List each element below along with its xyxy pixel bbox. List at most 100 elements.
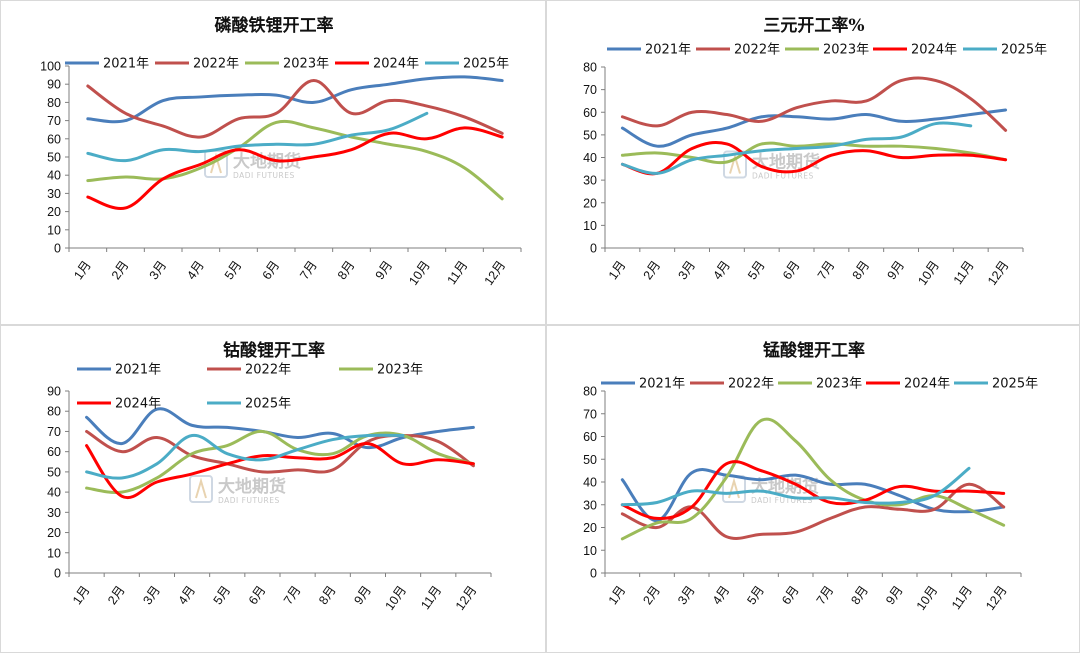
legend-label: 2025年 — [1001, 43, 1047, 58]
legend-label: 2022年 — [245, 363, 291, 378]
y-tick-label: 20 — [583, 521, 597, 535]
y-tick-label: 20 — [47, 205, 61, 219]
x-tick-label: 12月 — [985, 258, 1012, 288]
y-tick-label: 20 — [583, 196, 597, 210]
x-tick-label: 11月 — [951, 258, 977, 287]
watermark-sub: DADI FUTURES — [218, 496, 280, 505]
x-tick-label: 2月 — [105, 583, 128, 607]
series-line-2025 — [620, 466, 971, 507]
series-line-2022 — [86, 79, 504, 139]
y-tick-label: 50 — [47, 465, 61, 479]
chart-panel-lfp: 磷酸铁锂开工率 大地期货 DADI FUTURES 0 10 20 30 40 50 60 70… — [0, 0, 546, 325]
y-tick-label: 70 — [583, 83, 597, 97]
x-tick-label: 6月 — [779, 583, 802, 607]
series-line-2021 — [86, 75, 504, 124]
x-tick-label: 4月 — [184, 258, 207, 282]
legend-label: 2025年 — [245, 397, 291, 412]
series-line-2023 — [86, 119, 504, 201]
x-tick-label: 7月 — [281, 583, 304, 607]
legend-label: 2021年 — [645, 43, 691, 58]
series-line-2025 — [620, 121, 973, 175]
legend-label: 2025年 — [992, 377, 1038, 392]
chart-title: 三元开工率% — [763, 15, 864, 36]
x-tick-label: 4月 — [175, 583, 198, 607]
x-tick-label: 12月 — [983, 583, 1010, 613]
watermark-sub: DADI FUTURES — [233, 171, 295, 180]
legend-label: 2023年 — [377, 363, 423, 378]
x-tick-label: 2月 — [109, 258, 132, 282]
y-tick-label: 60 — [583, 106, 597, 120]
y-tick-label: 10 — [583, 219, 597, 233]
y-tick-label: 80 — [583, 385, 597, 399]
y-tick-label: 30 — [47, 187, 61, 201]
series-line-2023 — [620, 141, 1008, 165]
y-tick-label: 0 — [54, 567, 61, 581]
legend-label: 2024年 — [373, 57, 419, 72]
x-tick-label: 9月 — [883, 583, 906, 607]
y-tick-label: 30 — [47, 506, 61, 520]
x-tick-label: 6月 — [260, 258, 283, 282]
x-tick-label: 7月 — [814, 583, 837, 607]
x-tick-label: 10月 — [915, 258, 942, 288]
x-tick-label: 3月 — [140, 583, 163, 607]
watermark-logo-icon — [189, 475, 213, 503]
legend-label: 2021年 — [103, 57, 149, 72]
y-tick-label: 10 — [583, 544, 597, 558]
series-line-2024 — [86, 126, 504, 211]
x-tick-label: 8月 — [848, 583, 871, 607]
legend-label: 2025年 — [463, 57, 509, 72]
legend-label: 2021年 — [115, 363, 161, 378]
y-tick-label: 30 — [583, 498, 597, 512]
y-tick-label: 100 — [40, 60, 61, 74]
x-tick-label: 6月 — [780, 258, 803, 282]
chart-title: 磷酸铁锂开工率 — [215, 15, 334, 36]
legend-label: 2022年 — [728, 377, 774, 392]
y-tick-label: 90 — [47, 78, 61, 92]
series-line-2024 — [620, 141, 1008, 176]
x-tick-label: 7月 — [815, 258, 838, 282]
y-tick-label: 70 — [583, 407, 597, 421]
legend-label: 2024年 — [911, 43, 957, 58]
x-tick-label: 12月 — [482, 258, 509, 288]
y-tick-label: 50 — [583, 453, 597, 467]
x-tick-label: 8月 — [335, 258, 358, 282]
x-tick-label: 6月 — [246, 583, 269, 607]
x-tick-label: 1月 — [70, 583, 93, 607]
legend: 2021年 2022年 2023年 2024年 2025年 — [607, 43, 1047, 58]
legend-label: 2024年 — [115, 397, 161, 412]
legend-label: 2023年 — [823, 43, 869, 58]
y-tick-label: 10 — [47, 546, 61, 560]
legend: 2021年 2022年 2023年 2024年 2025年 — [77, 363, 423, 412]
y-tick-label: 50 — [583, 128, 597, 142]
x-tick-label: 2月 — [641, 258, 664, 282]
series-line-2022 — [620, 482, 1006, 540]
y-tick-label: 80 — [47, 96, 61, 110]
x-tick-label: 11月 — [949, 583, 975, 612]
x-tick-label: 5月 — [222, 258, 245, 282]
legend-label: 2021年 — [639, 377, 685, 392]
y-tick-label: 70 — [47, 114, 61, 128]
x-tick-label: 9月 — [351, 583, 374, 607]
x-tick-label: 5月 — [745, 258, 768, 282]
legend-label: 2023年 — [283, 57, 329, 72]
x-tick-label: 2月 — [640, 583, 663, 607]
y-tick-label: 40 — [583, 151, 597, 165]
legend-label: 2023年 — [816, 377, 862, 392]
y-tick-label: 60 — [47, 132, 61, 146]
x-tick-label: 11月 — [444, 258, 470, 287]
watermark-sub: DADI FUTURES — [751, 496, 813, 505]
y-tick-label: 0 — [590, 242, 597, 256]
chart-title: 钴酸锂开工率 — [223, 340, 325, 361]
series-line-2023 — [85, 429, 475, 494]
x-tick-label: 10月 — [406, 258, 433, 288]
series-line-2025 — [85, 433, 405, 480]
watermark-name: 大地期货 — [233, 151, 301, 172]
chart-panel-lmo: 锰酸锂开工率 大地期货 DADI FUTURES 0 10 20 30 40 50 60 70 8… — [546, 325, 1080, 653]
series-line-2022 — [620, 76, 1008, 132]
x-tick-label: 5月 — [744, 583, 767, 607]
y-tick-label: 20 — [47, 526, 61, 540]
x-tick-label: 12月 — [453, 583, 480, 613]
